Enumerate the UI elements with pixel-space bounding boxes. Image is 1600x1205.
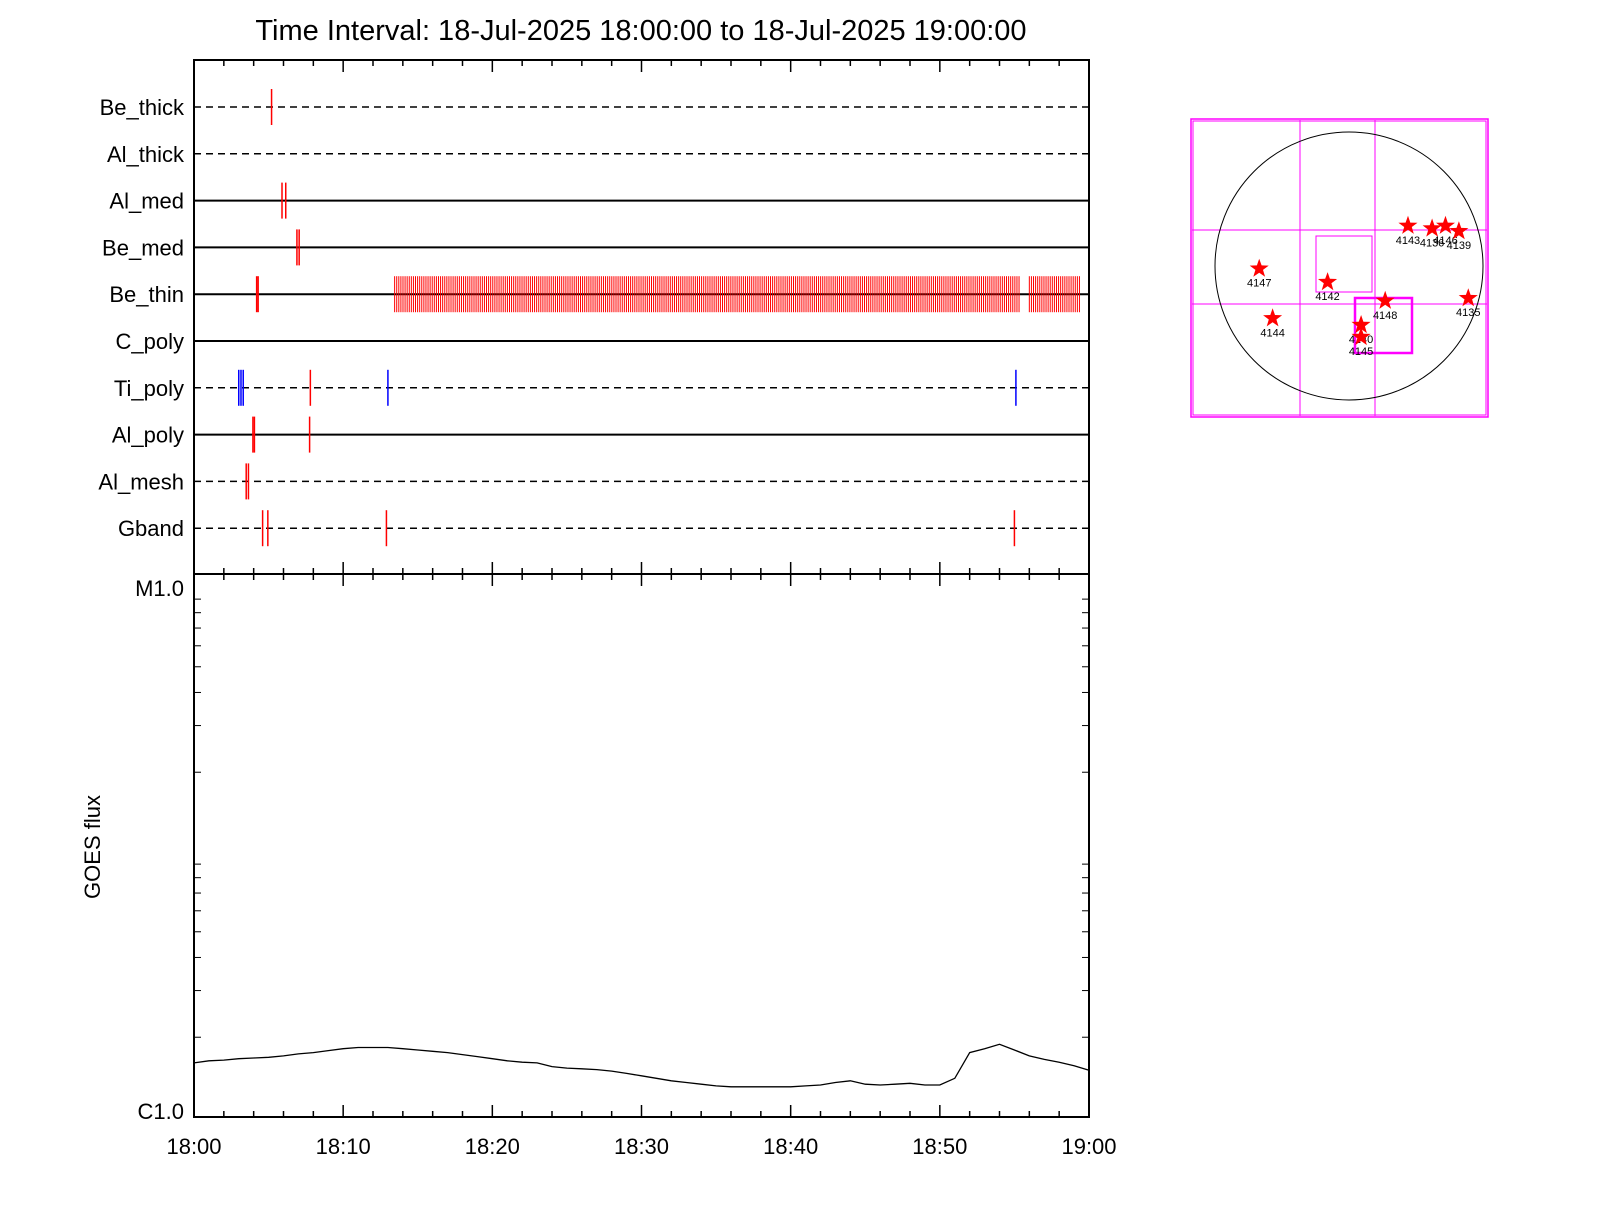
active-region: 4144	[1260, 308, 1285, 339]
channel-row-be-med: Be_med	[102, 229, 1089, 266]
channel-label: C_poly	[116, 329, 184, 354]
channel-row-al-poly: Al_poly	[112, 416, 1089, 453]
x-tick-label: 18:30	[614, 1134, 669, 1159]
region-star	[1398, 215, 1418, 234]
channel-row-ti-poly: Ti_poly	[114, 369, 1089, 406]
channel-rows: Be_thick Al_thick Al_med Be_med Be_thin C_pol…	[98, 89, 1089, 547]
region-star	[1422, 218, 1442, 237]
x-tick-label: 18:00	[166, 1134, 221, 1159]
region-star	[1351, 327, 1371, 346]
region-star	[1263, 308, 1283, 327]
region-label: 4135	[1456, 307, 1480, 319]
region-label: 4139	[1447, 240, 1471, 252]
region-label: 4145	[1349, 346, 1373, 358]
timeline-ticks	[193, 60, 1090, 574]
active-region: 4147	[1247, 258, 1271, 290]
x-tick-label: 19:00	[1061, 1134, 1116, 1159]
channel-label: Al_poly	[112, 423, 184, 448]
x-tick-labels: 18:00 18:10 18:20 18:30 18:40 18:50 19:00	[166, 1134, 1116, 1159]
channel-label: Gband	[118, 516, 184, 541]
channel-row-be-thick: Be_thick	[100, 89, 1089, 125]
goes-frame	[193, 573, 1090, 1118]
channel-row-al-mesh: Al_mesh	[98, 463, 1089, 500]
goes-ticks	[193, 574, 1090, 1117]
active-region: 4143	[1396, 215, 1420, 247]
channel-label: Al_mesh	[98, 469, 184, 494]
y-axis-label: GOES flux	[80, 795, 105, 899]
region-label: 4144	[1260, 327, 1284, 339]
channel-row-gband: Gband	[118, 510, 1089, 547]
channel-label: Al_thick	[107, 142, 185, 167]
timeline-frame	[193, 59, 1090, 575]
region-star	[1249, 258, 1269, 277]
channel-label: Al_med	[109, 189, 184, 214]
region-star	[1458, 288, 1478, 307]
active-regions: 4143413641464139414741424148413541444140…	[1247, 215, 1481, 358]
y-tick-label-c1: C1.0	[138, 1099, 184, 1124]
channel-label: Be_thick	[100, 95, 185, 120]
x-tick-label: 18:10	[316, 1134, 371, 1159]
channel-label: Ti_poly	[114, 376, 184, 401]
region-label: 4142	[1315, 291, 1339, 303]
goes-flux-panel: M1.0 C1.0 GOES flux 18:00 18:10 18:20 18:30…	[80, 573, 1117, 1159]
region-star	[1375, 290, 1395, 309]
active-region: 4135	[1456, 288, 1481, 319]
channel-label: Be_med	[102, 235, 184, 260]
region-label: 4147	[1247, 278, 1271, 290]
map-outer-box	[1192, 120, 1487, 416]
goes-flux-line	[193, 1043, 1090, 1088]
x-tick-label: 18:40	[763, 1134, 818, 1159]
region-star	[1449, 221, 1469, 240]
active-region: 4146	[1433, 215, 1458, 247]
active-region: 4148	[1373, 290, 1397, 322]
map-grid	[1190, 118, 1489, 418]
region-label: 4148	[1373, 310, 1397, 322]
map-box	[1315, 235, 1373, 293]
active-region: 4145	[1349, 327, 1373, 358]
active-region: 4136	[1420, 218, 1444, 249]
map-outer-box	[1190, 118, 1489, 418]
region-label: 4143	[1396, 235, 1420, 247]
region-star	[1318, 272, 1338, 291]
event-timeline-panel: Be_thick Al_thick Al_med Be_med Be_thin C_pol…	[98, 59, 1090, 575]
channel-row-c-poly: C_poly	[116, 329, 1089, 354]
y-tick-label-m1: M1.0	[135, 576, 184, 601]
region-star	[1351, 315, 1371, 334]
active-region: 4142	[1315, 272, 1340, 303]
channel-row-be-thin: Be_thin	[109, 276, 1089, 313]
active-region: 4139	[1447, 221, 1471, 252]
channel-label: Be_thin	[109, 282, 184, 307]
x-tick-label: 18:50	[912, 1134, 967, 1159]
region-label: 4146	[1433, 235, 1457, 247]
solar-disk-map: 4143413641464139414741424148413541444140…	[1190, 118, 1489, 418]
x-tick-label: 18:20	[465, 1134, 520, 1159]
region-label: 4136	[1420, 237, 1444, 249]
region-star	[1436, 215, 1455, 234]
chart-title: Time Interval: 18-Jul-2025 18:00:00 to 1…	[255, 15, 1026, 47]
channel-row-al-med: Al_med	[109, 182, 1089, 219]
solar-limb	[1214, 131, 1484, 401]
channel-row-al-thick: Al_thick	[107, 142, 1089, 167]
